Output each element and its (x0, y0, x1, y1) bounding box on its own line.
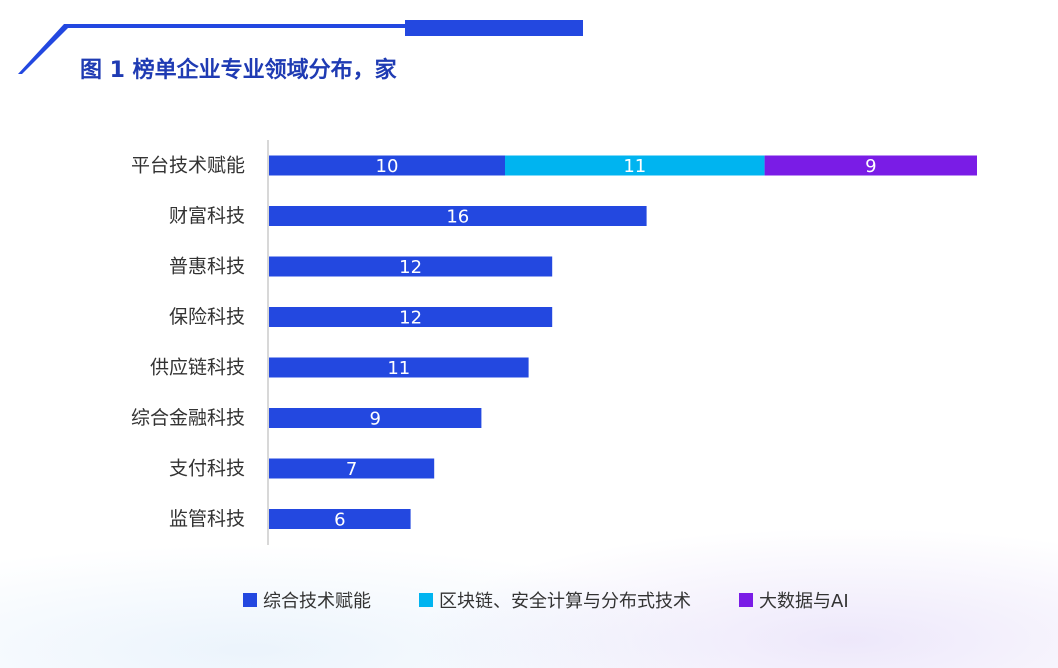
category-label: 支付科技 (169, 458, 245, 480)
bar-value-label: 12 (399, 308, 422, 329)
bar-value-label: 7 (346, 459, 357, 480)
bar-value-label: 6 (334, 510, 345, 531)
bar-segment (269, 357, 529, 378)
legend-swatch (419, 593, 433, 607)
bar-segment (764, 155, 977, 176)
category-label: 普惠科技 (169, 256, 245, 278)
bar-value-label: 16 (446, 207, 469, 228)
title-accent-bar (405, 20, 583, 36)
category-label: 财富科技 (169, 205, 245, 227)
bar-value-label: 11 (387, 358, 410, 379)
legend-item-general-tech: 综合技术赋能 (243, 587, 371, 613)
bar-value-label: 9 (865, 156, 876, 177)
legend-swatch (739, 593, 753, 607)
bar-segment (269, 155, 505, 176)
legend: 综合技术赋能 区块链、安全计算与分布式技术 大数据与AI (243, 587, 849, 613)
legend-label: 区块链、安全计算与分布式技术 (439, 591, 691, 612)
bar-segment (269, 206, 647, 226)
legend-swatch (243, 593, 257, 607)
bar-segment (269, 458, 435, 479)
category-label: 平台技术赋能 (131, 155, 245, 177)
bar-segment (269, 408, 482, 428)
legend-label: 大数据与AI (759, 591, 849, 612)
legend-item-bigdata-ai: 大数据与AI (739, 587, 849, 613)
category-label: 综合金融科技 (131, 407, 245, 429)
bar-value-label: 10 (376, 156, 399, 177)
category-label: 监管科技 (169, 508, 245, 530)
category-label: 保险科技 (169, 306, 245, 328)
bar-segment (269, 307, 553, 327)
bar-value-label: 9 (369, 409, 380, 430)
legend-label: 综合技术赋能 (263, 591, 371, 612)
bar-segment (269, 509, 411, 529)
bar-value-label: 11 (623, 156, 646, 177)
chart-title: 图 1 榜单企业专业领域分布，家 (80, 58, 397, 83)
bar-segment (269, 256, 553, 277)
bar-segment (505, 155, 765, 176)
bars-group: 平台技术赋能 10 11 9 财富科技 16 普惠科技 12 保险科技 12 供应链科技 11 综合金融… (131, 155, 977, 531)
category-label: 供应链科技 (150, 357, 245, 379)
legend-item-blockchain: 区块链、安全计算与分布式技术 (419, 587, 691, 613)
bar-value-label: 12 (399, 257, 422, 278)
